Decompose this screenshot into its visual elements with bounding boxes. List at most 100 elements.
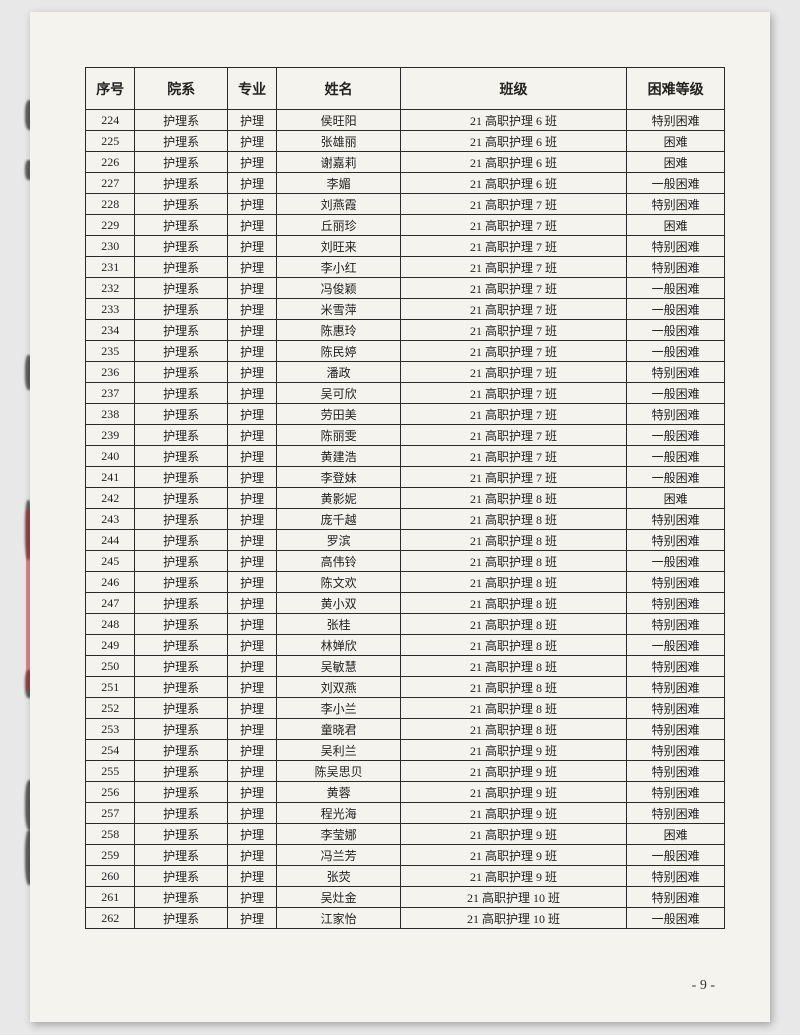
cell-name: 陈吴思贝 — [277, 761, 400, 782]
cell-class: 21 高职护理 8 班 — [400, 614, 626, 635]
cell-level: 一般困难 — [627, 341, 725, 362]
cell-dept: 护理系 — [135, 698, 228, 719]
cell-level: 一般困难 — [627, 299, 725, 320]
cell-name: 吴可欣 — [277, 383, 400, 404]
cell-seq: 261 — [86, 887, 135, 908]
cell-major: 护理 — [227, 488, 276, 509]
cell-name: 李媚 — [277, 173, 400, 194]
cell-major: 护理 — [227, 509, 276, 530]
table-row: 245护理系护理高伟铃21 高职护理 8 班一般困难 — [86, 551, 725, 572]
cell-major: 护理 — [227, 383, 276, 404]
table-row: 240护理系护理黄建浩21 高职护理 7 班一般困难 — [86, 446, 725, 467]
cell-seq: 238 — [86, 404, 135, 425]
cell-dept: 护理系 — [135, 131, 228, 152]
cell-level: 一般困难 — [627, 425, 725, 446]
table-row: 247护理系护理黄小双21 高职护理 8 班特别困难 — [86, 593, 725, 614]
cell-seq: 233 — [86, 299, 135, 320]
table-row: 261护理系护理吴灶金21 高职护理 10 班特别困难 — [86, 887, 725, 908]
table-row: 257护理系护理程光海21 高职护理 9 班特别困难 — [86, 803, 725, 824]
cell-name: 陈丽雯 — [277, 425, 400, 446]
cell-name: 吴敏慧 — [277, 656, 400, 677]
cell-level: 特别困难 — [627, 656, 725, 677]
cell-seq: 251 — [86, 677, 135, 698]
cell-major: 护理 — [227, 299, 276, 320]
cell-name: 黄蓉 — [277, 782, 400, 803]
cell-seq: 257 — [86, 803, 135, 824]
cell-dept: 护理系 — [135, 362, 228, 383]
cell-class: 21 高职护理 9 班 — [400, 740, 626, 761]
cell-name: 程光海 — [277, 803, 400, 824]
cell-class: 21 高职护理 7 班 — [400, 341, 626, 362]
cell-seq: 231 — [86, 257, 135, 278]
cell-name: 李登妹 — [277, 467, 400, 488]
cell-dept: 护理系 — [135, 341, 228, 362]
cell-name: 黄影妮 — [277, 488, 400, 509]
table-row: 254护理系护理吴利兰21 高职护理 9 班特别困难 — [86, 740, 725, 761]
cell-level: 特别困难 — [627, 593, 725, 614]
cell-seq: 244 — [86, 530, 135, 551]
table-row: 251护理系护理刘双燕21 高职护理 8 班特别困难 — [86, 677, 725, 698]
table-row: 232护理系护理冯俊颖21 高职护理 7 班一般困难 — [86, 278, 725, 299]
cell-level: 特别困难 — [627, 866, 725, 887]
cell-class: 21 高职护理 9 班 — [400, 824, 626, 845]
cell-seq: 243 — [86, 509, 135, 530]
table-row: 230护理系护理刘旺来21 高职护理 7 班特别困难 — [86, 236, 725, 257]
cell-level: 特别困难 — [627, 236, 725, 257]
cell-major: 护理 — [227, 845, 276, 866]
page-number: - 9 - — [692, 978, 715, 994]
cell-name: 米雪萍 — [277, 299, 400, 320]
cell-class: 21 高职护理 8 班 — [400, 677, 626, 698]
cell-level: 一般困难 — [627, 173, 725, 194]
cell-class: 21 高职护理 8 班 — [400, 530, 626, 551]
cell-dept: 护理系 — [135, 467, 228, 488]
cell-seq: 226 — [86, 152, 135, 173]
cell-dept: 护理系 — [135, 236, 228, 257]
cell-seq: 256 — [86, 782, 135, 803]
cell-major: 护理 — [227, 194, 276, 215]
cell-seq: 249 — [86, 635, 135, 656]
cell-class: 21 高职护理 8 班 — [400, 719, 626, 740]
table-row: 249护理系护理林婵欣21 高职护理 8 班一般困难 — [86, 635, 725, 656]
cell-dept: 护理系 — [135, 656, 228, 677]
header-seq: 序号 — [86, 68, 135, 110]
cell-seq: 241 — [86, 467, 135, 488]
cell-major: 护理 — [227, 425, 276, 446]
cell-major: 护理 — [227, 278, 276, 299]
cell-name: 李小兰 — [277, 698, 400, 719]
cell-level: 特别困难 — [627, 110, 725, 131]
cell-class: 21 高职护理 7 班 — [400, 278, 626, 299]
cell-name: 刘双燕 — [277, 677, 400, 698]
cell-seq: 237 — [86, 383, 135, 404]
cell-level: 一般困难 — [627, 278, 725, 299]
cell-major: 护理 — [227, 887, 276, 908]
table-body: 224护理系护理侯旺阳21 高职护理 6 班特别困难225护理系护理张雄丽21 … — [86, 110, 725, 929]
cell-seq: 252 — [86, 698, 135, 719]
cell-seq: 247 — [86, 593, 135, 614]
cell-level: 一般困难 — [627, 908, 725, 929]
cell-seq: 245 — [86, 551, 135, 572]
cell-seq: 254 — [86, 740, 135, 761]
cell-level: 困难 — [627, 824, 725, 845]
table-row: 241护理系护理李登妹21 高职护理 7 班一般困难 — [86, 467, 725, 488]
cell-seq: 248 — [86, 614, 135, 635]
cell-class: 21 高职护理 8 班 — [400, 698, 626, 719]
cell-dept: 护理系 — [135, 446, 228, 467]
cell-seq: 262 — [86, 908, 135, 929]
cell-seq: 250 — [86, 656, 135, 677]
cell-dept: 护理系 — [135, 320, 228, 341]
cell-class: 21 高职护理 6 班 — [400, 152, 626, 173]
cell-seq: 246 — [86, 572, 135, 593]
cell-seq: 253 — [86, 719, 135, 740]
cell-seq: 259 — [86, 845, 135, 866]
cell-major: 护理 — [227, 530, 276, 551]
cell-major: 护理 — [227, 698, 276, 719]
table-row: 258护理系护理李莹娜21 高职护理 9 班困难 — [86, 824, 725, 845]
cell-name: 侯旺阳 — [277, 110, 400, 131]
cell-class: 21 高职护理 7 班 — [400, 320, 626, 341]
table-row: 235护理系护理陈民婷21 高职护理 7 班一般困难 — [86, 341, 725, 362]
table-row: 248护理系护理张桂21 高职护理 8 班特别困难 — [86, 614, 725, 635]
cell-class: 21 高职护理 9 班 — [400, 803, 626, 824]
cell-name: 张桂 — [277, 614, 400, 635]
student-table: 序号 院系 专业 姓名 班级 困难等级 224护理系护理侯旺阳21 高职护理 6… — [85, 67, 725, 929]
cell-dept: 护理系 — [135, 278, 228, 299]
